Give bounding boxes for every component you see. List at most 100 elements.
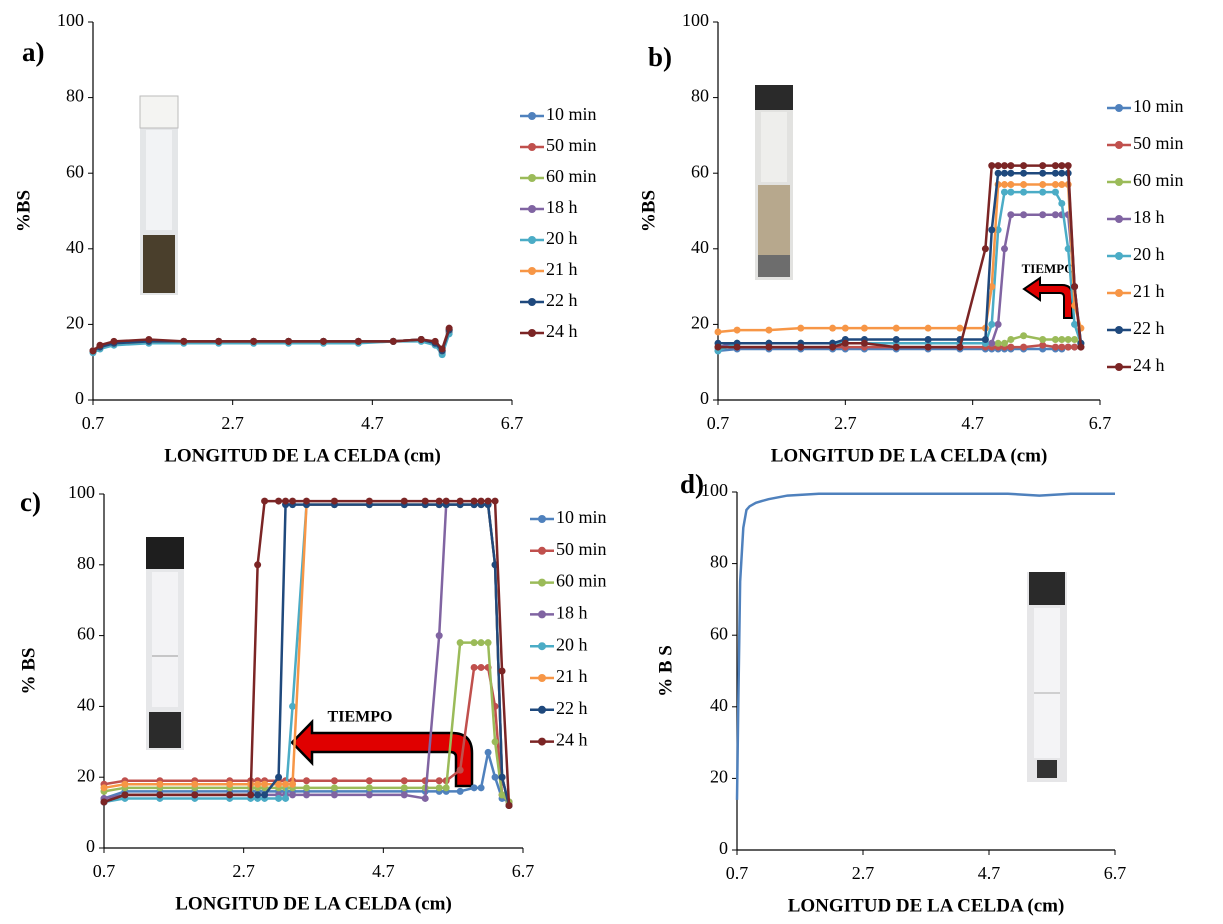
data-point [477,663,485,671]
data-point [956,343,964,351]
data-point [505,802,513,810]
y-tick-label: 0 [700,388,709,408]
data-point [275,780,283,788]
legend-label: 22 h [1133,318,1165,338]
data-point [191,791,199,799]
data-point [765,343,773,351]
legend-label: 21 h [556,666,588,686]
data-point [431,337,439,345]
data-point [121,791,129,799]
data-point [1051,181,1059,189]
data-point [156,791,164,799]
data-point [1039,188,1047,196]
data-point [1020,181,1028,189]
legend-marker [528,205,536,213]
data-point [1001,162,1008,170]
data-point [445,324,453,332]
data-point [282,497,290,505]
data-point [421,497,429,505]
legend-marker [528,267,536,275]
data-point [477,639,485,647]
data-point [841,339,849,347]
data-point [438,345,446,353]
data-point [1007,169,1015,177]
y-tick-label: 20 [710,767,728,787]
y-tick-label: 60 [77,624,95,644]
data-point [1058,169,1066,177]
data-point [435,777,443,785]
legend-marker [1115,215,1123,223]
data-point [330,784,338,792]
data-point [829,324,837,332]
legend-label: 10 min [1133,96,1184,116]
x-tick-label: 2.7 [232,861,255,881]
data-point [892,343,900,351]
legend-marker [538,705,546,714]
x-tick-label: 4.7 [978,863,1001,883]
data-point [365,777,373,785]
legend-label: 60 min [1133,170,1184,190]
data-point [1071,343,1079,351]
data-point [365,791,373,799]
y-axis-title: % B S [655,645,676,697]
y-tick-label: 60 [66,161,84,181]
data-point [285,337,293,345]
data-point [498,791,506,799]
vial-d [1027,572,1067,782]
y-tick-label: 80 [691,86,709,106]
data-point [254,561,262,569]
data-point [484,748,492,756]
y-tick-label: 20 [66,313,84,333]
y-tick-label: 100 [682,10,709,30]
data-point [400,777,408,785]
data-point [1058,336,1066,344]
data-point [1007,211,1015,219]
data-point [1039,169,1047,177]
data-point [456,787,464,795]
data-point [491,497,499,505]
y-tick-label: 0 [719,838,728,858]
data-point [215,337,223,345]
data-point [924,324,932,332]
legend-marker [528,298,536,306]
legend-label: 20 h [1133,244,1165,264]
data-point [100,784,108,792]
data-point [1039,336,1047,344]
data-point [1020,343,1028,351]
panel-label: a) [22,37,45,67]
data-point [797,343,805,351]
x-tick-label: 2.7 [852,863,875,883]
y-tick-label: 40 [66,237,84,257]
y-tick-label: 80 [710,552,728,572]
x-axis-title: LONGITUD DE LA CELDA (cm) [175,893,452,914]
data-point [456,639,464,647]
x-axis-title: LONGITUD DE LA CELDA (cm) [788,895,1065,916]
data-point [282,794,290,802]
data-point [484,639,492,647]
legend-marker [1115,178,1123,186]
legend-label: 18 h [1133,207,1165,227]
y-tick-label: 100 [701,480,728,500]
data-point [400,784,408,792]
data-point [470,639,478,647]
data-point [191,780,199,788]
legend-marker [528,143,536,151]
data-point [145,336,153,344]
legend-label: 20 h [556,634,588,654]
x-tick-label: 4.7 [372,861,395,881]
legend-marker [1115,252,1123,260]
data-point [892,336,900,344]
legend-label: 22 h [546,290,578,310]
data-point [1064,336,1072,344]
legend-label: 50 min [1133,133,1184,153]
data-point [477,784,485,792]
panel-label: b) [648,42,672,72]
data-point [289,702,297,710]
data-point [180,337,188,345]
data-point [797,324,805,332]
data-point [1051,169,1059,177]
data-point [1020,211,1028,219]
data-point [1007,181,1015,189]
y-tick-label: 80 [66,86,84,106]
